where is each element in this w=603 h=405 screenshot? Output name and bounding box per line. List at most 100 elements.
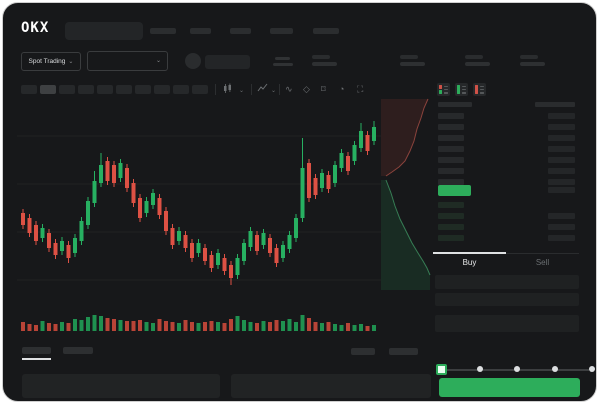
bottom-tab-orders[interactable] — [22, 347, 51, 354]
orderbook-ask-price-cell — [438, 157, 464, 163]
candle — [313, 178, 318, 195]
volume-bar — [27, 324, 32, 331]
orderbook-ask-amount-cell — [548, 146, 575, 152]
volume-bar — [248, 322, 253, 331]
coin-icon — [185, 53, 201, 69]
buy-submit-button[interactable] — [439, 378, 580, 397]
timeframe-button[interactable] — [78, 85, 94, 94]
amount-input-field[interactable] — [435, 293, 579, 306]
slider-step-dot[interactable] — [477, 366, 483, 372]
market-type-label: Spot Trading — [28, 58, 66, 65]
bottom-panel-left[interactable] — [22, 374, 220, 398]
candle-type-icon[interactable] — [222, 83, 233, 97]
bottom-panel-right[interactable] — [231, 374, 431, 398]
tabs-divider — [433, 253, 579, 254]
camera-icon[interactable]: ⌑ — [321, 84, 326, 94]
timeframe-button[interactable] — [154, 85, 170, 94]
volume-bar — [320, 323, 324, 331]
slider-handle[interactable] — [436, 364, 447, 375]
volume-bar — [138, 320, 142, 331]
timeframe-button[interactable] — [135, 85, 151, 94]
candle — [203, 248, 207, 261]
volume-bar — [346, 323, 350, 331]
timeframe-button[interactable] — [173, 85, 189, 94]
volume-bar — [131, 321, 136, 331]
orderbook-ask-amount-cell — [548, 157, 575, 163]
orderbook-bids-view-icon[interactable] — [455, 83, 468, 96]
volume-bar — [365, 326, 370, 331]
orderbook-ask-amount-cell — [548, 113, 575, 119]
history-icon[interactable]: ◔ — [339, 84, 345, 94]
volume-bar — [203, 322, 207, 331]
candle — [261, 233, 266, 245]
tab-buy[interactable]: Buy — [433, 255, 506, 269]
indicator-icon[interactable] — [257, 83, 268, 97]
timeframe-button[interactable] — [21, 85, 37, 94]
volume-bar — [222, 323, 227, 331]
orderbook-asks-view-icon[interactable] — [473, 83, 486, 96]
eraser-icon[interactable]: ◇ — [303, 84, 310, 94]
wave-icon[interactable]: ∿ — [285, 84, 293, 94]
candlestick-chart-canvas[interactable] — [17, 103, 381, 338]
timeframe-button[interactable] — [192, 85, 208, 94]
bottom-action-placeholder[interactable] — [389, 348, 418, 355]
tab-sell[interactable]: Sell — [506, 255, 579, 269]
okx-logo: OKX — [21, 20, 50, 36]
orderbook-mid-price-highlight[interactable] — [438, 185, 471, 196]
ticker-stat-label — [312, 55, 330, 59]
volume-bar — [216, 322, 220, 331]
total-input-field[interactable] — [435, 315, 579, 332]
volume-bar — [281, 321, 285, 331]
nav-item-placeholder[interactable] — [313, 28, 339, 34]
sell-tab-label: Sell — [535, 257, 550, 267]
nav-item-placeholder[interactable] — [150, 28, 176, 34]
slider-step-dot[interactable] — [552, 366, 558, 372]
candle — [144, 201, 149, 213]
chevron-down-icon[interactable]: ⌄ — [271, 88, 277, 94]
volume-bar — [79, 320, 84, 331]
candle — [326, 175, 331, 189]
candle — [66, 245, 71, 258]
orderbook-bid-price-cell — [438, 224, 464, 230]
volume-bar — [73, 319, 77, 331]
market-type-dropdown[interactable]: Spot Trading ⌄ — [21, 52, 81, 71]
toolbar-divider — [215, 84, 216, 95]
nav-item-placeholder[interactable] — [270, 28, 293, 34]
nav-item-placeholder[interactable] — [230, 28, 251, 34]
ticker-stat-value — [400, 62, 425, 66]
ticker-stat-label — [465, 55, 483, 59]
depth-chart[interactable] — [381, 98, 431, 293]
pair-selector-dropdown[interactable]: ⌄ — [87, 51, 168, 71]
volume-bar — [313, 322, 318, 331]
orderbook-both-view-icon[interactable] — [437, 83, 450, 96]
volume-bar — [21, 322, 25, 331]
nav-item-placeholder[interactable] — [190, 28, 211, 34]
volume-bar — [53, 324, 58, 331]
timeframe-button[interactable] — [97, 85, 113, 94]
candle — [27, 218, 32, 233]
fullscreen-icon[interactable]: ⛶ — [357, 84, 364, 94]
slider-step-dot[interactable] — [514, 366, 520, 372]
timeframe-button[interactable] — [40, 85, 56, 94]
bottom-tab-history[interactable] — [63, 347, 93, 354]
orderbook-bid-amount-cell — [548, 235, 575, 241]
ticker-stat-value — [520, 62, 545, 66]
timeframe-button[interactable] — [59, 85, 75, 94]
price-input-field[interactable] — [435, 275, 579, 289]
search-input[interactable] — [65, 22, 143, 40]
candle — [177, 231, 181, 241]
volume-bar — [242, 320, 246, 331]
candle — [151, 193, 155, 205]
candle — [281, 245, 285, 258]
bottom-action-placeholder[interactable] — [351, 348, 375, 355]
slider-step-dot[interactable] — [589, 366, 595, 372]
buy-tab-label: Buy — [462, 257, 477, 267]
orderbook-amount-header — [535, 102, 575, 107]
volume-bar — [164, 321, 168, 331]
timeframe-button[interactable] — [116, 85, 132, 94]
candle — [235, 258, 240, 275]
candle — [138, 198, 142, 218]
orderbook-bid-price-cell — [438, 213, 464, 219]
candle — [105, 161, 110, 181]
chevron-down-icon[interactable]: ⌄ — [239, 88, 245, 94]
